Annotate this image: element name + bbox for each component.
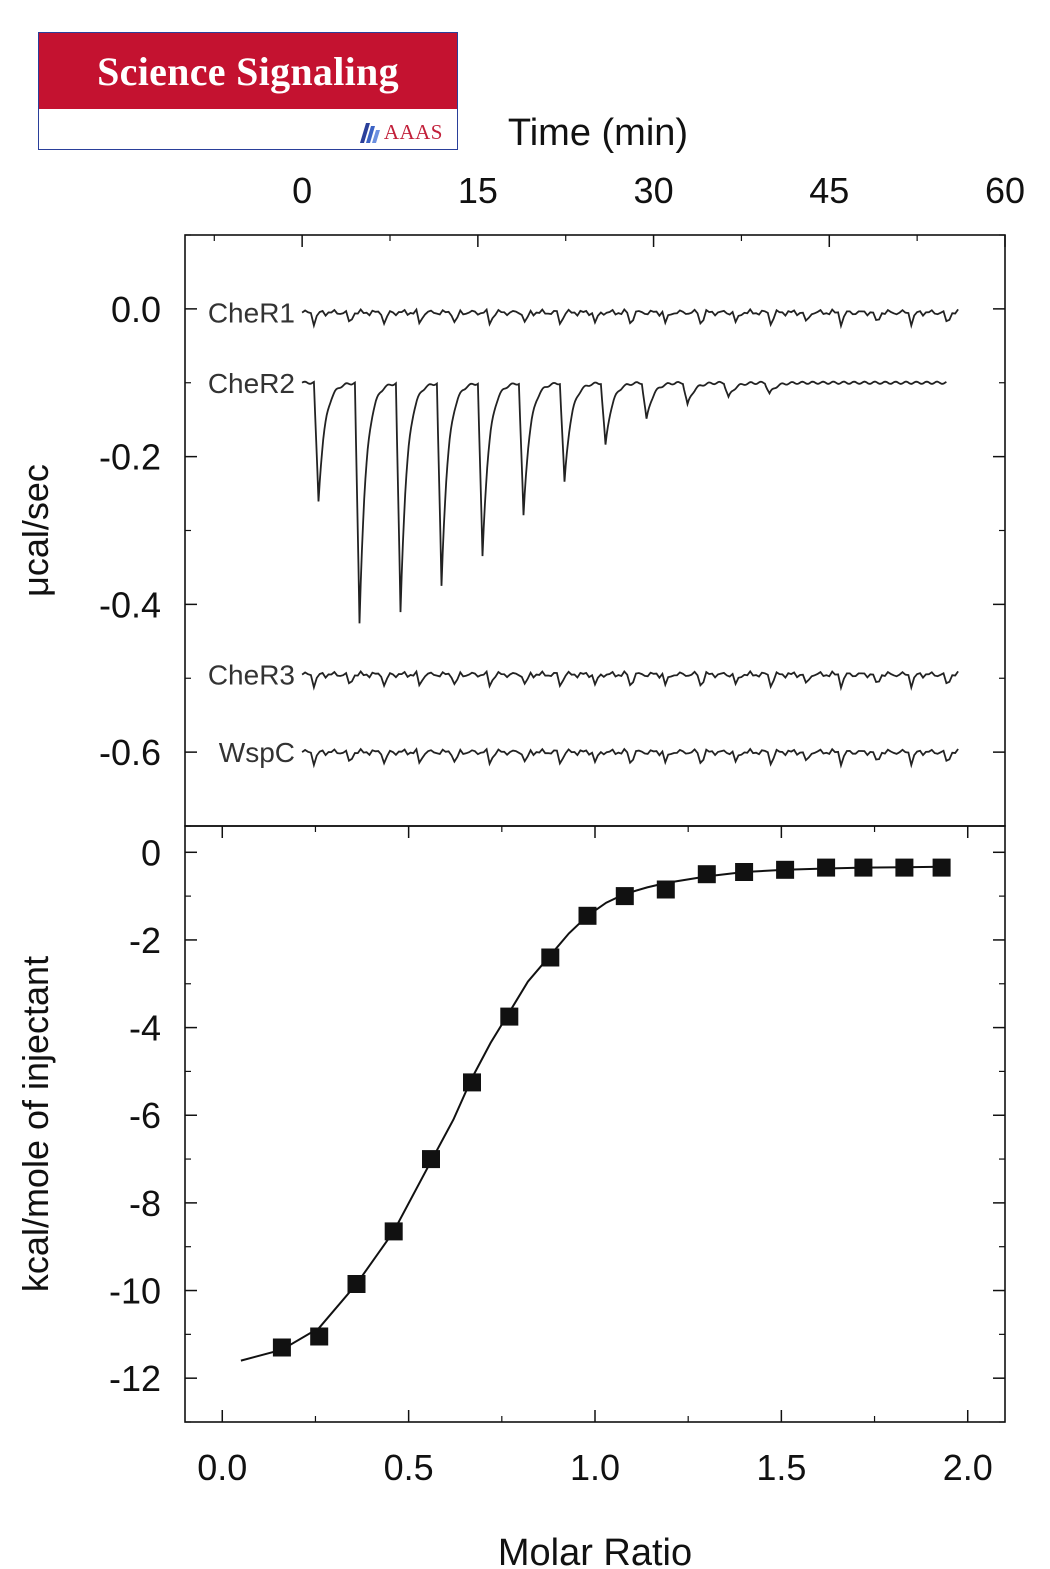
time-tick-label: 0 bbox=[292, 170, 312, 211]
bottom-ytick-label: -2 bbox=[129, 920, 161, 961]
data-point bbox=[615, 887, 634, 906]
bottom-ytick-label: -12 bbox=[109, 1358, 161, 1399]
bottom-ytick-label: -6 bbox=[129, 1095, 161, 1136]
publisher-name: AAAS bbox=[383, 120, 443, 144]
data-point bbox=[272, 1338, 291, 1357]
bottom-y-axis-title: kcal/mole of injectant bbox=[15, 956, 56, 1292]
fit-curve bbox=[240, 865, 942, 1362]
trace-cher2 bbox=[301, 380, 947, 624]
trace-label-cher2: CheR2 bbox=[208, 368, 295, 399]
publisher-mark: AAAS bbox=[359, 120, 443, 145]
xtick-label: 0.5 bbox=[384, 1447, 434, 1488]
top-ytick-label: -0.4 bbox=[99, 584, 161, 625]
data-point bbox=[735, 863, 754, 881]
data-point bbox=[578, 906, 597, 925]
trace-wspc bbox=[301, 747, 959, 769]
trace-label-cher1: CheR1 bbox=[208, 298, 295, 329]
data-point bbox=[697, 865, 716, 884]
time-axis-title: Time (min) bbox=[508, 112, 688, 154]
data-point bbox=[500, 1007, 519, 1026]
data-point bbox=[310, 1327, 329, 1346]
aaas-logo-icon bbox=[359, 122, 380, 143]
bottom-panel: 0 -2 -4 -6 -8 -10 -12 0.0 0.5 1.0 1.5 2.0 Molar Rati… bbox=[15, 825, 1006, 1569]
data-point bbox=[854, 858, 873, 877]
bottom-ytick-label: -8 bbox=[129, 1183, 161, 1224]
x-axis-title: Molar Ratio bbox=[498, 1532, 692, 1569]
xtick-label: 1.0 bbox=[570, 1447, 620, 1488]
trace-cher3 bbox=[301, 669, 959, 692]
data-point bbox=[776, 860, 795, 879]
data-point bbox=[463, 1073, 481, 1092]
time-tick-label: 45 bbox=[809, 170, 849, 211]
top-y-axis-title: μcal/sec bbox=[15, 464, 56, 597]
xtick-label: 1.5 bbox=[756, 1447, 806, 1488]
time-tick-label: 60 bbox=[985, 170, 1025, 211]
data-point bbox=[384, 1222, 403, 1241]
top-panel: 0.0 -0.2 -0.4 -0.6 0 15 30 45 60 Time (min) μcal/s… bbox=[15, 112, 1025, 827]
top-ytick-label: -0.2 bbox=[99, 437, 161, 478]
trace-label-wspc: WspC bbox=[219, 737, 295, 768]
data-point bbox=[895, 858, 914, 877]
top-ytick-label: 0.0 bbox=[111, 289, 161, 330]
time-tick-label: 15 bbox=[458, 170, 498, 211]
data-point bbox=[932, 858, 951, 877]
time-tick-label: 30 bbox=[634, 170, 674, 211]
bottom-ytick-label: 0 bbox=[141, 832, 161, 873]
bottom-ytick-label: -4 bbox=[129, 1008, 161, 1049]
logo-band: Science Signaling bbox=[39, 33, 457, 109]
data-point bbox=[541, 948, 560, 967]
data-point bbox=[656, 880, 675, 899]
xtick-label: 0.0 bbox=[197, 1447, 247, 1488]
journal-logo: Science Signaling AAAS bbox=[38, 32, 458, 150]
data-point bbox=[347, 1275, 366, 1293]
bottom-ytick-label: -10 bbox=[109, 1271, 161, 1312]
trace-cher1 bbox=[301, 307, 959, 330]
journal-title: Science Signaling bbox=[97, 48, 399, 94]
data-point bbox=[422, 1150, 440, 1169]
top-ytick-label: -0.6 bbox=[99, 732, 161, 773]
data-point bbox=[817, 858, 836, 877]
xtick-label: 2.0 bbox=[943, 1447, 993, 1488]
trace-label-cher3: CheR3 bbox=[208, 660, 295, 691]
